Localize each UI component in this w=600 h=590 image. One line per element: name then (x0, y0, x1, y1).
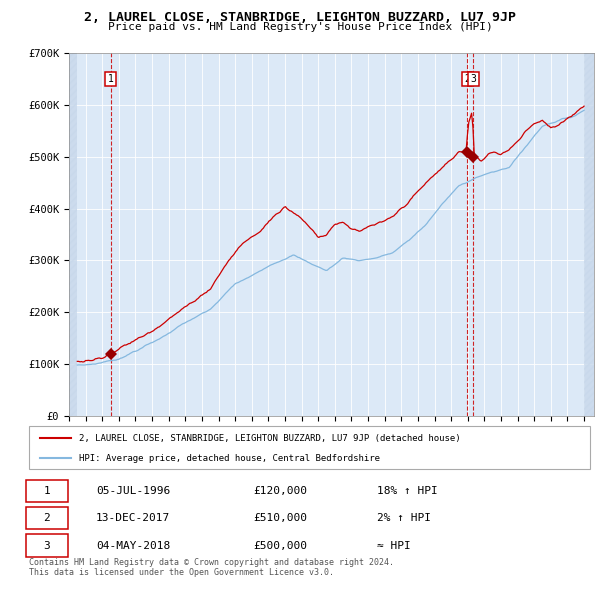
Text: 18% ↑ HPI: 18% ↑ HPI (377, 486, 437, 496)
Text: 2% ↑ HPI: 2% ↑ HPI (377, 513, 431, 523)
Text: 2, LAUREL CLOSE, STANBRIDGE, LEIGHTON BUZZARD, LU7 9JP: 2, LAUREL CLOSE, STANBRIDGE, LEIGHTON BU… (84, 11, 516, 24)
Text: 2: 2 (464, 74, 470, 84)
Text: £120,000: £120,000 (253, 486, 307, 496)
Text: £510,000: £510,000 (253, 513, 307, 523)
Text: HPI: Average price, detached house, Central Bedfordshire: HPI: Average price, detached house, Cent… (79, 454, 380, 463)
Text: 04-MAY-2018: 04-MAY-2018 (96, 540, 170, 550)
Text: 2, LAUREL CLOSE, STANBRIDGE, LEIGHTON BUZZARD, LU7 9JP (detached house): 2, LAUREL CLOSE, STANBRIDGE, LEIGHTON BU… (79, 434, 461, 442)
Text: 13-DEC-2017: 13-DEC-2017 (96, 513, 170, 523)
FancyBboxPatch shape (26, 507, 68, 529)
Text: 3: 3 (43, 540, 50, 550)
Text: £500,000: £500,000 (253, 540, 307, 550)
Text: ≈ HPI: ≈ HPI (377, 540, 410, 550)
Text: Contains HM Land Registry data © Crown copyright and database right 2024.
This d: Contains HM Land Registry data © Crown c… (29, 558, 394, 577)
Text: 1: 1 (43, 486, 50, 496)
Text: Price paid vs. HM Land Registry's House Price Index (HPI): Price paid vs. HM Land Registry's House … (107, 22, 493, 32)
FancyBboxPatch shape (26, 480, 68, 502)
Text: 3: 3 (470, 74, 476, 84)
FancyBboxPatch shape (26, 535, 68, 557)
Text: 05-JUL-1996: 05-JUL-1996 (96, 486, 170, 496)
Text: 1: 1 (108, 74, 113, 84)
Text: 2: 2 (43, 513, 50, 523)
FancyBboxPatch shape (29, 426, 590, 469)
